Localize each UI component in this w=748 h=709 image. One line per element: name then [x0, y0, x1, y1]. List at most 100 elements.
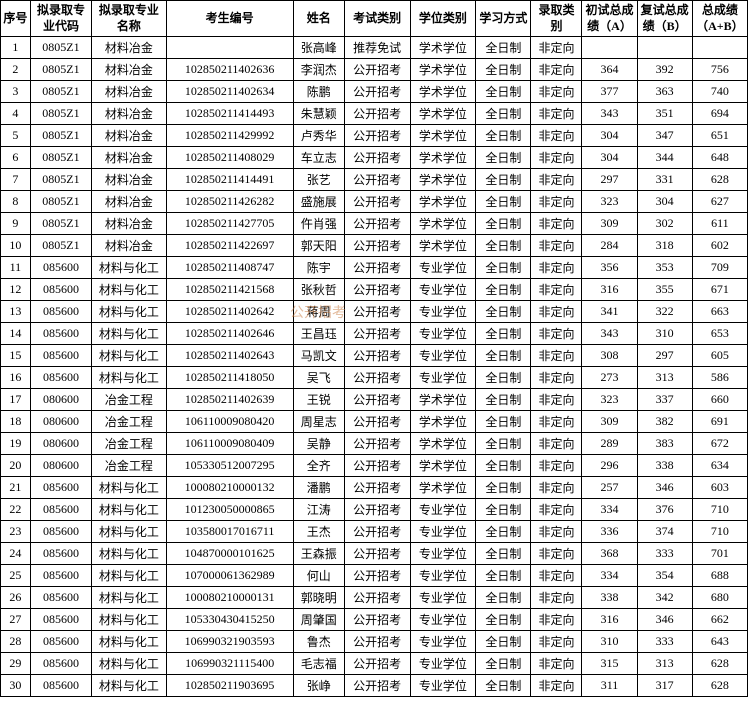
- table-row: 30805Z1材料冶金102850211402634陈鹏公开招考学术学位全日制非…: [1, 81, 748, 103]
- cell-29-5: 公开招考: [344, 675, 410, 697]
- cell-25-0: 26: [1, 587, 31, 609]
- cell-26-0: 27: [1, 609, 31, 631]
- cell-24-11: 688: [692, 565, 747, 587]
- cell-15-6: 专业学位: [410, 367, 476, 389]
- cell-9-9: 284: [582, 235, 637, 257]
- cell-8-7: 全日制: [476, 213, 531, 235]
- cell-2-11: 740: [692, 81, 747, 103]
- cell-9-2: 材料冶金: [92, 235, 166, 257]
- cell-14-2: 材料与化工: [92, 345, 166, 367]
- cell-29-10: 317: [637, 675, 692, 697]
- cell-0-5: 推荐免试: [344, 37, 410, 59]
- cell-26-2: 材料与化工: [92, 609, 166, 631]
- cell-18-0: 19: [1, 433, 31, 455]
- cell-10-4: 陈宇: [293, 257, 344, 279]
- cell-17-10: 382: [637, 411, 692, 433]
- cell-24-1: 085600: [30, 565, 92, 587]
- cell-10-1: 085600: [30, 257, 92, 279]
- cell-9-6: 学术学位: [410, 235, 476, 257]
- cell-28-1: 085600: [30, 653, 92, 675]
- table-row: 11085600材料与化工102850211408747陈宇公开招考专业学位全日…: [1, 257, 748, 279]
- cell-13-10: 310: [637, 323, 692, 345]
- cell-25-11: 680: [692, 587, 747, 609]
- cell-9-5: 公开招考: [344, 235, 410, 257]
- col-header-1: 拟录取专业代码: [30, 1, 92, 37]
- cell-7-5: 公开招考: [344, 191, 410, 213]
- cell-24-3: 107000061362989: [166, 565, 293, 587]
- cell-28-10: 313: [637, 653, 692, 675]
- cell-23-11: 701: [692, 543, 747, 565]
- cell-23-4: 王森振: [293, 543, 344, 565]
- cell-6-0: 7: [1, 169, 31, 191]
- cell-19-11: 634: [692, 455, 747, 477]
- cell-28-7: 全日制: [476, 653, 531, 675]
- cell-12-1: 085600: [30, 301, 92, 323]
- cell-28-8: 非定向: [531, 653, 582, 675]
- table-row: 50805Z1材料冶金102850211429992卢秀华公开招考学术学位全日制…: [1, 125, 748, 147]
- cell-27-11: 643: [692, 631, 747, 653]
- cell-17-4: 周星志: [293, 411, 344, 433]
- cell-4-11: 651: [692, 125, 747, 147]
- cell-20-6: 学术学位: [410, 477, 476, 499]
- table-body: 10805Z1材料冶金张高峰推荐免试学术学位全日制非定向20805Z1材料冶金1…: [1, 37, 748, 697]
- cell-22-8: 非定向: [531, 521, 582, 543]
- cell-2-1: 0805Z1: [30, 81, 92, 103]
- cell-17-5: 公开招考: [344, 411, 410, 433]
- cell-28-5: 公开招考: [344, 653, 410, 675]
- cell-11-10: 355: [637, 279, 692, 301]
- cell-1-11: 756: [692, 59, 747, 81]
- cell-3-5: 公开招考: [344, 103, 410, 125]
- cell-3-9: 343: [582, 103, 637, 125]
- cell-11-9: 316: [582, 279, 637, 301]
- cell-15-2: 材料与化工: [92, 367, 166, 389]
- cell-1-6: 学术学位: [410, 59, 476, 81]
- cell-19-7: 全日制: [476, 455, 531, 477]
- cell-21-3: 101230050000865: [166, 499, 293, 521]
- cell-4-4: 卢秀华: [293, 125, 344, 147]
- cell-23-7: 全日制: [476, 543, 531, 565]
- cell-19-0: 20: [1, 455, 31, 477]
- cell-21-1: 085600: [30, 499, 92, 521]
- cell-9-10: 318: [637, 235, 692, 257]
- cell-18-2: 冶金工程: [92, 433, 166, 455]
- cell-16-7: 全日制: [476, 389, 531, 411]
- cell-3-10: 351: [637, 103, 692, 125]
- cell-3-11: 694: [692, 103, 747, 125]
- cell-12-4: 蒋周: [293, 301, 344, 323]
- cell-20-1: 085600: [30, 477, 92, 499]
- cell-3-0: 4: [1, 103, 31, 125]
- cell-22-2: 材料与化工: [92, 521, 166, 543]
- cell-16-11: 660: [692, 389, 747, 411]
- cell-21-2: 材料与化工: [92, 499, 166, 521]
- table-row: 15085600材料与化工102850211402643马凯文公开招考专业学位全…: [1, 345, 748, 367]
- table-row: 16085600材料与化工102850211418050吴飞公开招考专业学位全日…: [1, 367, 748, 389]
- cell-6-1: 0805Z1: [30, 169, 92, 191]
- cell-5-2: 材料冶金: [92, 147, 166, 169]
- cell-2-6: 学术学位: [410, 81, 476, 103]
- cell-21-8: 非定向: [531, 499, 582, 521]
- cell-5-4: 车立志: [293, 147, 344, 169]
- cell-19-3: 105330512007295: [166, 455, 293, 477]
- cell-23-10: 333: [637, 543, 692, 565]
- cell-27-6: 专业学位: [410, 631, 476, 653]
- cell-15-3: 102850211418050: [166, 367, 293, 389]
- cell-14-11: 605: [692, 345, 747, 367]
- cell-1-8: 非定向: [531, 59, 582, 81]
- cell-12-5: 公开招考: [344, 301, 410, 323]
- cell-15-10: 313: [637, 367, 692, 389]
- cell-26-6: 专业学位: [410, 609, 476, 631]
- cell-18-4: 吴静: [293, 433, 344, 455]
- cell-17-2: 冶金工程: [92, 411, 166, 433]
- cell-16-5: 公开招考: [344, 389, 410, 411]
- cell-12-9: 341: [582, 301, 637, 323]
- cell-2-2: 材料冶金: [92, 81, 166, 103]
- col-header-8: 录取类别: [531, 1, 582, 37]
- cell-15-11: 586: [692, 367, 747, 389]
- table-row: 17080600冶金工程102850211402639王锐公开招考学术学位全日制…: [1, 389, 748, 411]
- cell-3-7: 全日制: [476, 103, 531, 125]
- cell-25-6: 专业学位: [410, 587, 476, 609]
- cell-29-0: 30: [1, 675, 31, 697]
- cell-26-11: 662: [692, 609, 747, 631]
- cell-15-8: 非定向: [531, 367, 582, 389]
- cell-13-5: 公开招考: [344, 323, 410, 345]
